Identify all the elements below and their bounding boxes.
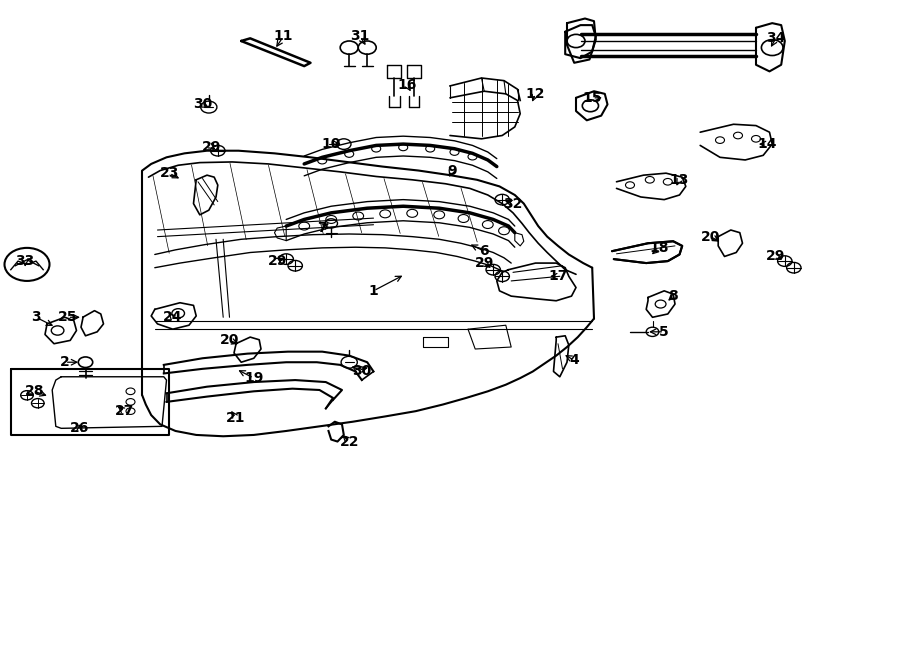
Text: 11: 11 xyxy=(274,29,293,44)
Text: 2: 2 xyxy=(60,355,69,369)
Text: 17: 17 xyxy=(548,269,568,284)
Text: 32: 32 xyxy=(503,196,523,211)
Text: 25: 25 xyxy=(58,310,77,325)
Text: 30: 30 xyxy=(193,97,212,112)
Text: 29: 29 xyxy=(267,254,287,268)
Text: 20: 20 xyxy=(701,229,721,244)
Text: 8: 8 xyxy=(669,289,678,303)
Text: 3: 3 xyxy=(32,310,40,325)
Text: 5: 5 xyxy=(660,325,669,339)
Text: 22: 22 xyxy=(339,434,359,449)
Text: 34: 34 xyxy=(766,31,786,46)
Text: 20: 20 xyxy=(220,333,239,348)
Text: 4: 4 xyxy=(570,353,579,368)
Text: 31: 31 xyxy=(350,29,370,44)
Text: 1: 1 xyxy=(369,284,378,298)
Text: 18: 18 xyxy=(649,241,669,255)
Text: 33: 33 xyxy=(15,254,35,268)
Text: 23: 23 xyxy=(159,166,179,180)
Text: 21: 21 xyxy=(226,410,246,425)
Text: 10: 10 xyxy=(321,137,341,151)
Text: 24: 24 xyxy=(163,310,183,325)
Text: 29: 29 xyxy=(202,139,221,154)
Text: 6: 6 xyxy=(480,244,489,258)
Text: 29: 29 xyxy=(766,249,786,264)
Text: 27: 27 xyxy=(114,404,134,418)
Text: 15: 15 xyxy=(582,91,602,105)
Text: 28: 28 xyxy=(24,384,44,399)
Text: 9: 9 xyxy=(447,163,456,178)
Text: 13: 13 xyxy=(670,173,689,187)
Text: 26: 26 xyxy=(69,421,89,436)
Text: 16: 16 xyxy=(397,77,417,92)
Text: 30: 30 xyxy=(352,364,372,379)
Text: 7: 7 xyxy=(318,221,327,235)
Text: 12: 12 xyxy=(526,87,545,101)
Text: 29: 29 xyxy=(474,256,494,270)
Text: 19: 19 xyxy=(244,371,264,385)
Text: 14: 14 xyxy=(757,137,777,151)
